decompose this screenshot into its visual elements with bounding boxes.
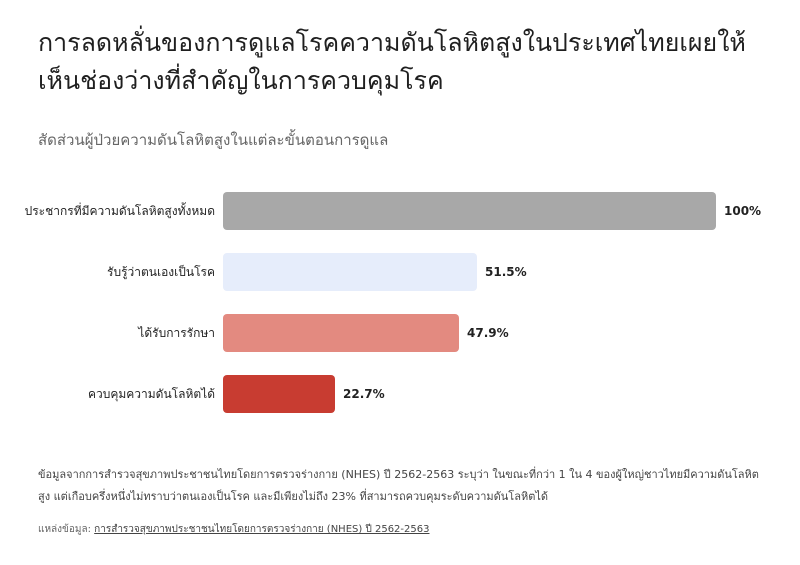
source-link[interactable]: การสำรวจสุขภาพประชาชนไทยโดยการตรวจร่างกา… [94,524,430,535]
bar-chart: ประชากรที่มีความดันโลหิตสูงทั้งหมด 100% รั… [0,178,800,418]
bar-value-label: 100% [724,204,762,218]
bar-value-label: 22.7% [343,387,385,401]
bar-label: ได้รับการรักษา [138,326,215,340]
bar-label: รับรู้ว่าตนเองเป็นโรค [107,265,215,279]
bar-label: ประชากรที่มีความดันโลหิตสูงทั้งหมด [24,204,215,218]
bar [223,253,477,291]
chart-note: ข้อมูลจากการสำรวจสุขภาพประชาชนไทยโดยการต… [38,468,759,503]
bar [223,192,716,230]
bar [223,314,459,352]
bar [223,375,335,413]
source-prefix: แหล่งข้อมูล: [38,524,91,535]
bar-value-label: 51.5% [485,265,527,279]
source-line: แหล่งข้อมูล: การสำรวจสุขภาพประชาชนไทยโดย… [38,522,429,537]
bar-label: ควบคุมความดันโลหิตได้ [87,387,215,401]
chart-subtitle: สัดส่วนผู้ป่วยความดันโลหิตสูงในแต่ละขั้น… [38,131,389,149]
bar-value-label: 47.9% [467,326,509,340]
chart-title: การลดหลั่นของการดูแลโรคความดันโลหิตสูงใน… [38,28,746,95]
